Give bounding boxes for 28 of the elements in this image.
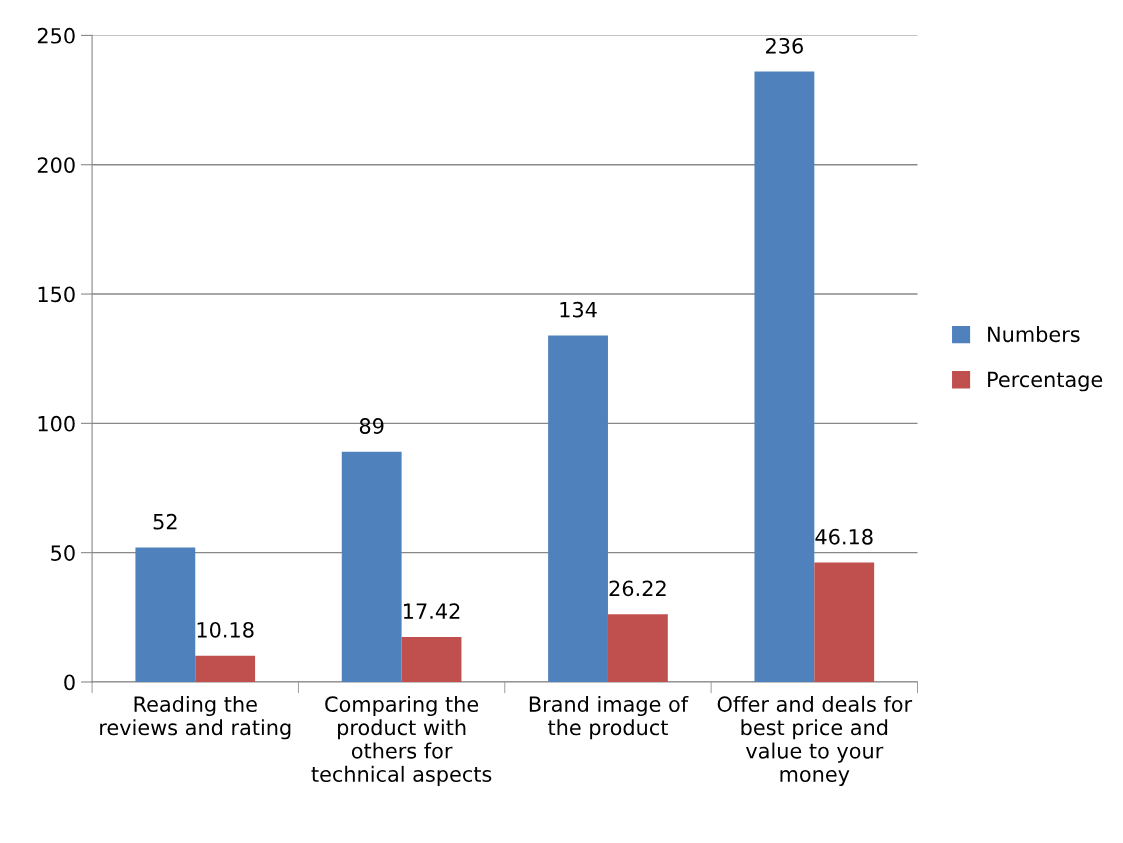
y-tick-label: 250 xyxy=(37,27,75,44)
y-tick-label: 100 xyxy=(38,415,75,432)
bar xyxy=(401,636,462,682)
x-tick-label: Comparing the product with others for technical aspects xyxy=(311,695,492,787)
data-label: 52 xyxy=(153,513,177,530)
x-tick-label: Reading the reviews and rating xyxy=(100,695,291,740)
y-tick-label: 150 xyxy=(38,286,75,303)
y-tick-label: 50 xyxy=(51,545,75,561)
bar xyxy=(135,547,196,682)
y-tick-label: 0 xyxy=(64,674,75,691)
y-tick-label: 200 xyxy=(37,157,75,173)
legend-label: Numbers xyxy=(988,326,1080,343)
x-tick-label: Brand image of the product xyxy=(529,695,689,740)
bar xyxy=(607,614,668,682)
data-label: 17.42 xyxy=(404,603,460,619)
data-label: 10.18 xyxy=(197,621,254,638)
data-label: 26.22 xyxy=(609,580,666,597)
bar xyxy=(341,451,402,682)
legend-label: Percentage xyxy=(988,371,1103,392)
data-label: 236 xyxy=(766,37,803,54)
bar xyxy=(195,655,256,682)
data-label: 134 xyxy=(560,301,597,318)
x-tick-label: Offer and deals for best price and value to your money xyxy=(717,695,913,787)
bar xyxy=(548,335,608,682)
data-label: 89 xyxy=(359,418,384,434)
bar xyxy=(754,71,815,682)
bar xyxy=(814,562,875,682)
data-label: 46.18 xyxy=(815,528,873,545)
